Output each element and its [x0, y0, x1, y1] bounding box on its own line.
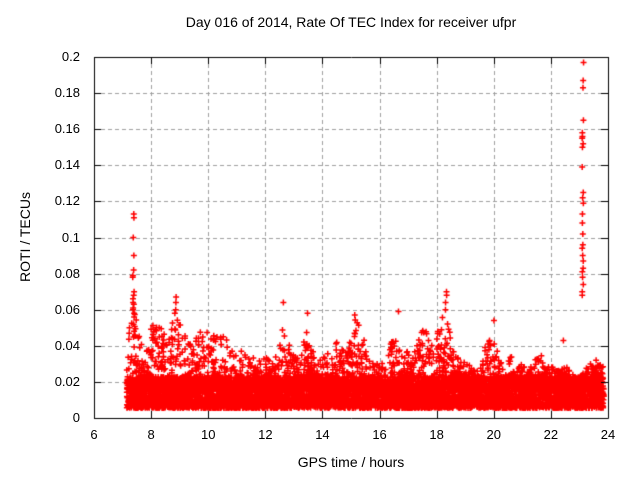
- x-tick-label: 8: [147, 427, 155, 442]
- x-tick-label: 18: [429, 427, 444, 442]
- y-tick-label: 0: [72, 410, 80, 425]
- y-tick-label: 0.14: [54, 157, 80, 173]
- y-tick-label: 0.08: [54, 265, 80, 281]
- y-tick-label: 0.2: [61, 49, 80, 64]
- x-tick-label: 12: [258, 427, 273, 442]
- chart-title: Day 016 of 2014, Rate Of TEC Index for r…: [185, 14, 517, 30]
- x-tick-label: 10: [200, 427, 216, 442]
- y-tick-label: 0.16: [54, 121, 80, 137]
- y-tick-label: 0.06: [54, 301, 80, 317]
- x-tick-label: 20: [486, 427, 501, 442]
- y-tick-label: 0.02: [54, 373, 80, 389]
- x-tick-label: 24: [600, 427, 616, 442]
- x-axis-label: GPS time / hours: [297, 454, 405, 470]
- x-tick-label: 22: [543, 427, 559, 442]
- y-tick-label: 0.1: [61, 229, 80, 245]
- y-tick-label: 0.04: [54, 337, 80, 353]
- x-tick-label: 14: [315, 427, 330, 442]
- y-tick-label: 0.12: [54, 193, 80, 209]
- y-tick-label: 0.18: [54, 85, 80, 101]
- x-tick-label: 6: [90, 427, 98, 442]
- x-tick-label: 16: [372, 427, 387, 442]
